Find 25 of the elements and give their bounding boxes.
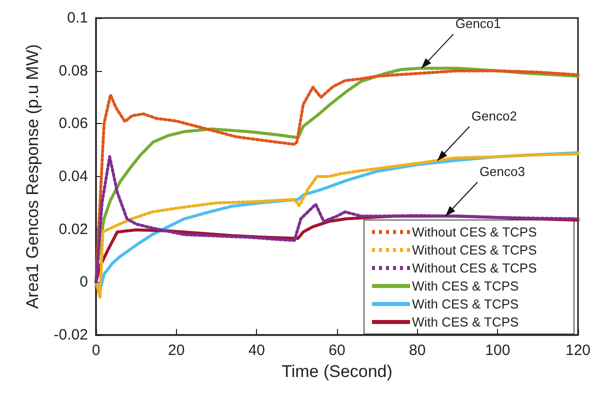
legend-label: Without CES & TCPS xyxy=(412,242,538,258)
annotation: Genco2 xyxy=(471,108,517,124)
y-tick-label: 0.02 xyxy=(58,220,88,238)
legend-label: With CES & TCPS xyxy=(412,296,519,312)
annotation: Genco1 xyxy=(455,16,501,32)
legend-label: With CES & TCPS xyxy=(412,314,519,330)
y-tick-label: 0.1 xyxy=(67,10,88,26)
y-tick-label: 0.08 xyxy=(58,62,88,80)
annotation: Genco3 xyxy=(479,164,525,180)
legend-label: With CES & TCPS xyxy=(412,278,519,294)
y-tick-label: 0.06 xyxy=(58,115,88,132)
x-tick-label: 60 xyxy=(328,342,346,359)
x-tick-label: 80 xyxy=(408,342,426,359)
x-axis-title: Time (Second) xyxy=(282,362,392,381)
x-tick-label: 20 xyxy=(168,342,185,359)
x-tick-label: 120 xyxy=(565,342,591,359)
legend-label: Without CES & TCPS xyxy=(412,224,538,240)
y-tick-label: -0.02 xyxy=(54,326,88,344)
x-tick-label: 0 xyxy=(92,342,100,359)
y-tick-label: 0 xyxy=(80,274,88,291)
y-axis-title: Area1 Gencos Response (p.u MW) xyxy=(23,44,42,309)
y-tick-label: 0.04 xyxy=(58,168,88,185)
x-tick-label: 40 xyxy=(248,342,266,359)
x-tick-label: 100 xyxy=(485,342,510,359)
legend-label: Without CES & TCPS xyxy=(412,260,538,276)
